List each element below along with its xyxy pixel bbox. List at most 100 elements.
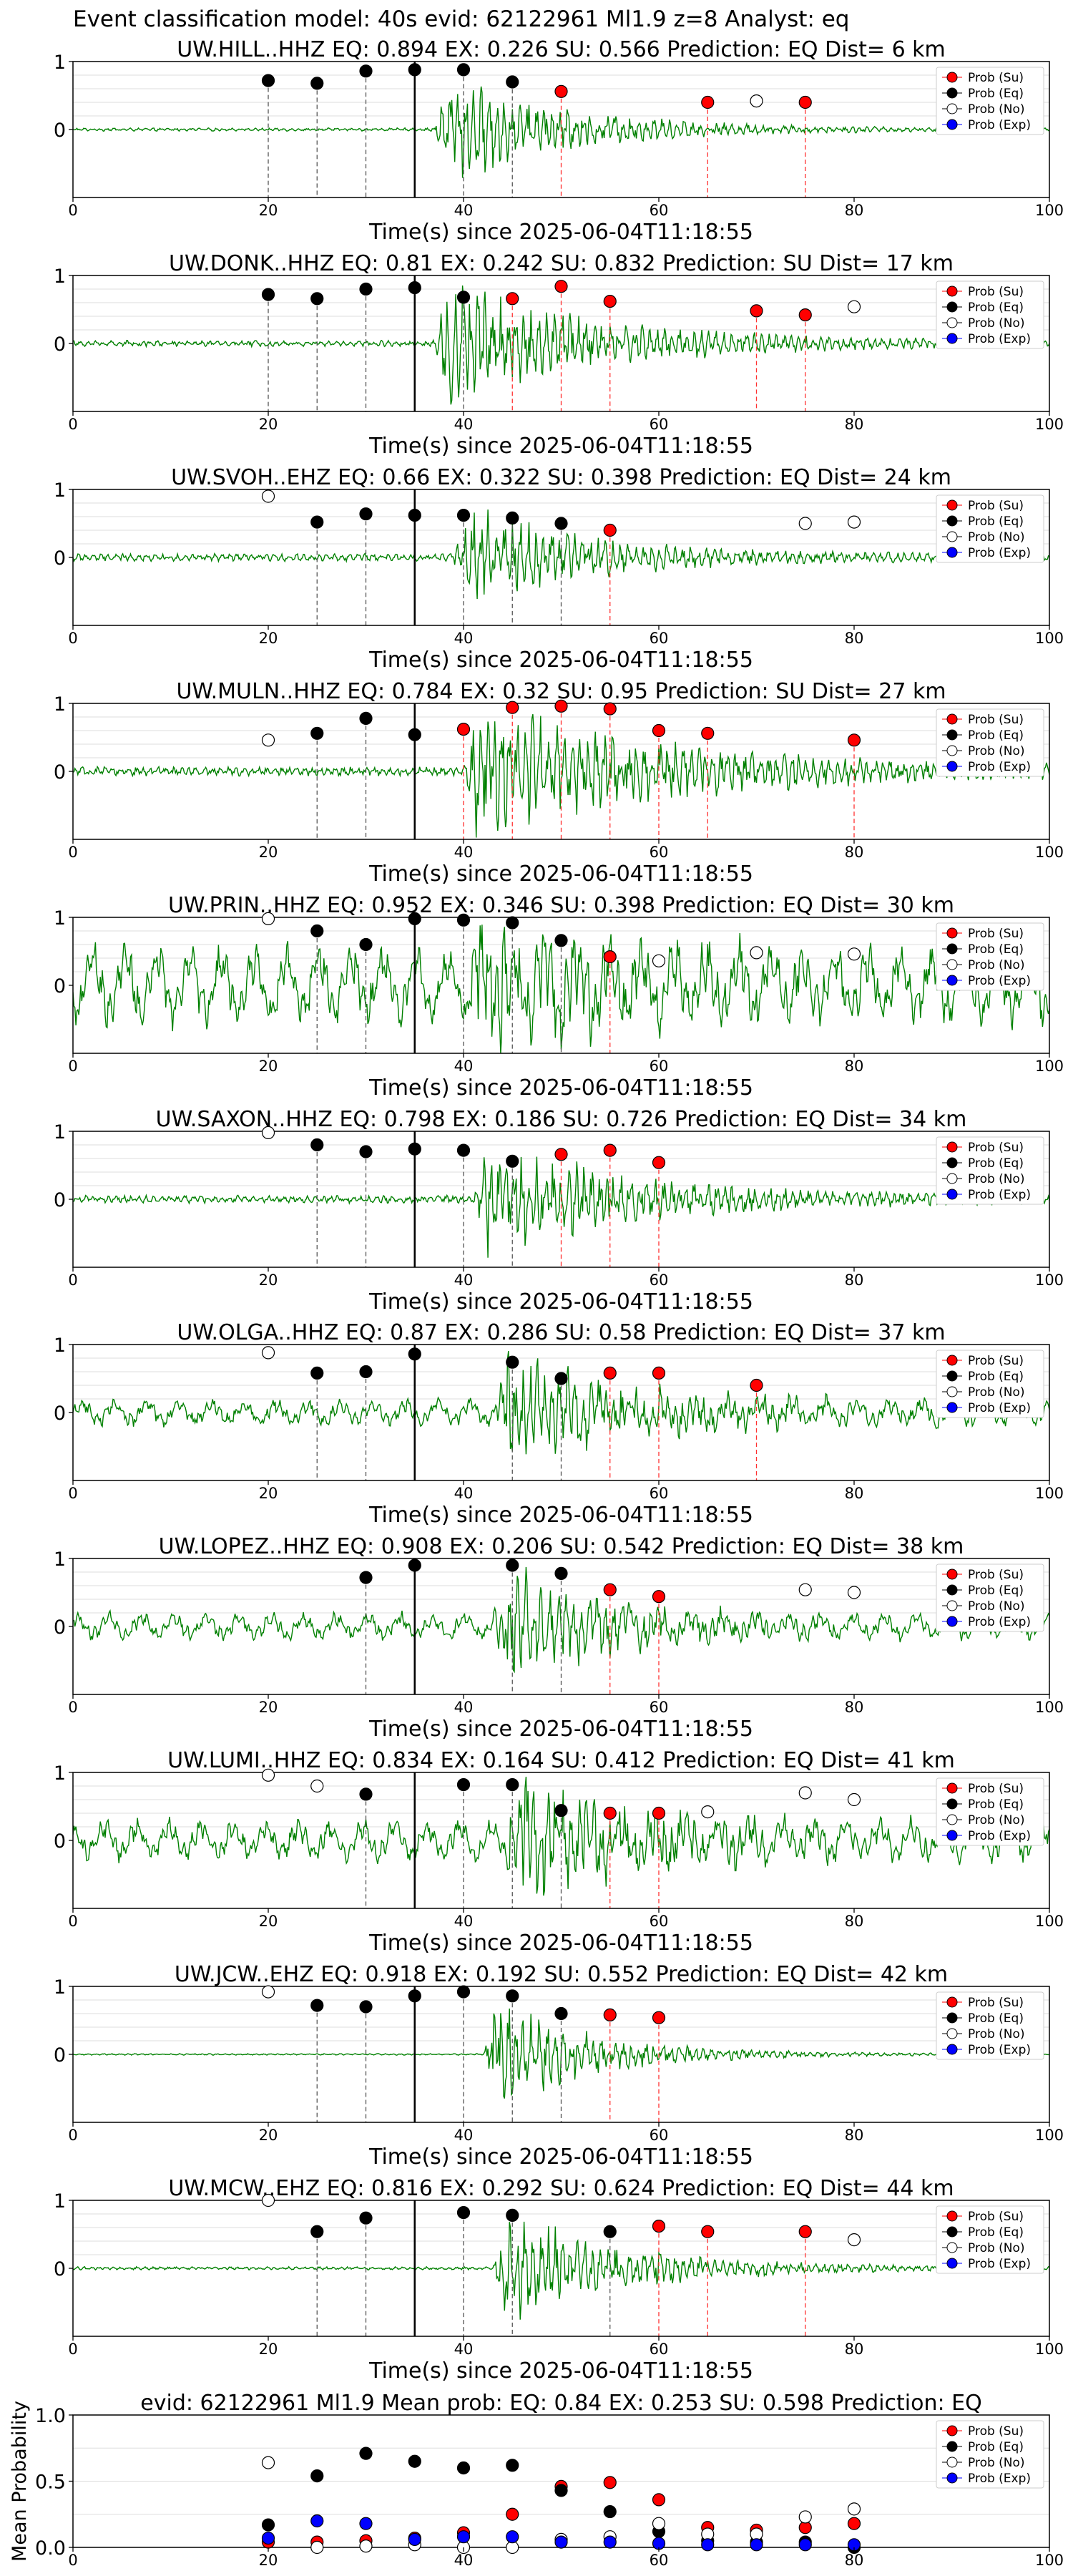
panels: UW.HILL..HHZ EQ: 0.894 EX: 0.226 SU: 0.5… [9,37,1064,2569]
waveform-trace [73,2008,1049,2099]
x-tick-label: 0 [68,1272,77,1289]
x-tick-label: 60 [650,630,669,647]
legend-label-no: Prob (No) [968,2241,1025,2255]
legend-label-exp: Prob (Exp) [968,1188,1031,1202]
y-tick-label: 1 [54,1762,66,1785]
panel-title: UW.LUMI..HHZ EQ: 0.834 EX: 0.164 SU: 0.4… [167,1748,955,1773]
marker-su [750,1378,763,1392]
legend-label-no: Prob (No) [968,1172,1025,1186]
legend-marker-no [946,2457,958,2468]
x-tick-label: 80 [845,1485,864,1502]
x-tick-label: 20 [259,844,278,861]
marker-no [798,1786,812,1800]
legend-label-su: Prob (Su) [968,713,1024,727]
legend-label-exp: Prob (Exp) [968,332,1031,346]
marker-no [847,1792,861,1807]
x-tick-label: 100 [1035,202,1064,219]
x-axis-label: Time(s) since 2025-06-04T11:18:55 [368,1931,753,1956]
marker-eq [554,2484,568,2497]
marker-no [261,912,275,926]
x-tick-label: 0 [68,416,77,433]
x-axis-label: Time(s) since 2025-06-04T11:18:55 [368,648,753,673]
marker-no [701,1805,715,1819]
y-tick-label: 0 [54,1616,66,1639]
panel-title: UW.PRIN..HHZ EQ: 0.952 EX: 0.346 SU: 0.3… [168,893,954,918]
marker-eq [310,515,324,529]
legend-label-no: Prob (No) [968,102,1025,117]
panel-title: UW.SVOH..EHZ EQ: 0.66 EX: 0.322 SU: 0.39… [171,465,951,490]
legend-label-eq: Prob (Eq) [968,942,1024,957]
legend-marker-su [946,1996,958,2008]
marker-eq [359,1145,373,1158]
marker-eq [554,517,568,530]
x-tick-label: 100 [1035,1699,1064,1716]
y-tick-label: 1.0 [35,2405,66,2427]
marker-su [554,1148,568,1161]
marker-eq [456,508,471,522]
marker-exp [798,2538,812,2552]
marker-no [847,2502,861,2516]
panel-title: UW.SAXON..HHZ EQ: 0.798 EX: 0.186 SU: 0.… [156,1107,967,1132]
legend-label-eq: Prob (Eq) [968,2440,1024,2454]
panel-6: UW.SAXON..HHZ EQ: 0.798 EX: 0.186 SU: 0.… [54,1107,1064,1314]
marker-eq [554,1804,568,1818]
x-tick-label: 80 [845,416,864,433]
legend-label-no: Prob (No) [968,1385,1025,1400]
x-tick-label: 60 [650,2127,669,2144]
marker-no [847,515,861,529]
legend-label-su: Prob (Su) [968,1354,1024,1368]
marker-su [603,1583,617,1596]
marker-eq [456,1143,471,1157]
y-tick-label: 1 [54,1548,66,1571]
x-axis-label: Time(s) since 2025-06-04T11:18:55 [368,1075,753,1101]
legend-label-exp: Prob (Exp) [968,1829,1031,1843]
legend-marker-exp [946,1830,958,1841]
panel-12: evid: 62122961 Ml1.9 Mean prob: EQ: 0.84… [9,2391,1064,2569]
x-tick-label: 100 [1035,844,1064,861]
legend-label-eq: Prob (Eq) [968,2011,1024,2026]
x-tick-label: 60 [650,202,669,219]
marker-eq [456,1985,471,1999]
marker-su [603,950,617,964]
x-tick-label: 40 [454,2552,474,2569]
legend-label-eq: Prob (Eq) [968,1370,1024,1384]
marker-eq [408,1989,421,2003]
marker-eq [456,1778,471,1792]
marker-eq [456,2461,471,2475]
legend-box [936,1777,1044,1846]
legend-marker-exp [946,119,958,130]
marker-no [261,2456,275,2469]
marker-su [603,1806,617,1820]
legend-label-eq: Prob (Eq) [968,87,1024,101]
waveform-trace [73,714,1049,838]
x-tick-label: 20 [259,2127,278,2144]
x-tick-label: 80 [845,202,864,219]
marker-su [506,701,519,714]
legend-marker-no [946,531,958,542]
marker-eq [408,1142,421,1156]
legend-label-exp: Prob (Exp) [968,2472,1031,2486]
legend-label-eq: Prob (Eq) [968,1797,1024,1812]
legend-marker-su [946,1141,958,1153]
marker-eq [603,2504,617,2519]
marker-eq [408,1347,421,1361]
marker-eq [506,2208,519,2222]
marker-eq [359,282,373,296]
y-tick-label: 0 [54,2044,66,2067]
marker-su [603,523,617,537]
marker-su [798,2225,812,2238]
legend-label-eq: Prob (Eq) [968,301,1024,315]
waveform-trace [73,1776,1049,1896]
panel-title: UW.HILL..HHZ EQ: 0.894 EX: 0.226 SU: 0.5… [177,37,946,62]
panel-10: UW.JCW..EHZ EQ: 0.918 EX: 0.192 SU: 0.55… [54,1962,1064,2170]
marker-exp [408,2532,421,2546]
x-tick-label: 20 [259,2341,278,2358]
marker-eq [506,1154,519,1168]
marker-exp [750,2538,763,2552]
legend-marker-eq [946,87,958,99]
marker-su [603,2476,617,2489]
legend-label-no: Prob (No) [968,2456,1025,2470]
marker-su [652,723,666,738]
x-axis-label: Time(s) since 2025-06-04T11:18:55 [368,862,753,887]
legend-marker-exp [946,2258,958,2269]
